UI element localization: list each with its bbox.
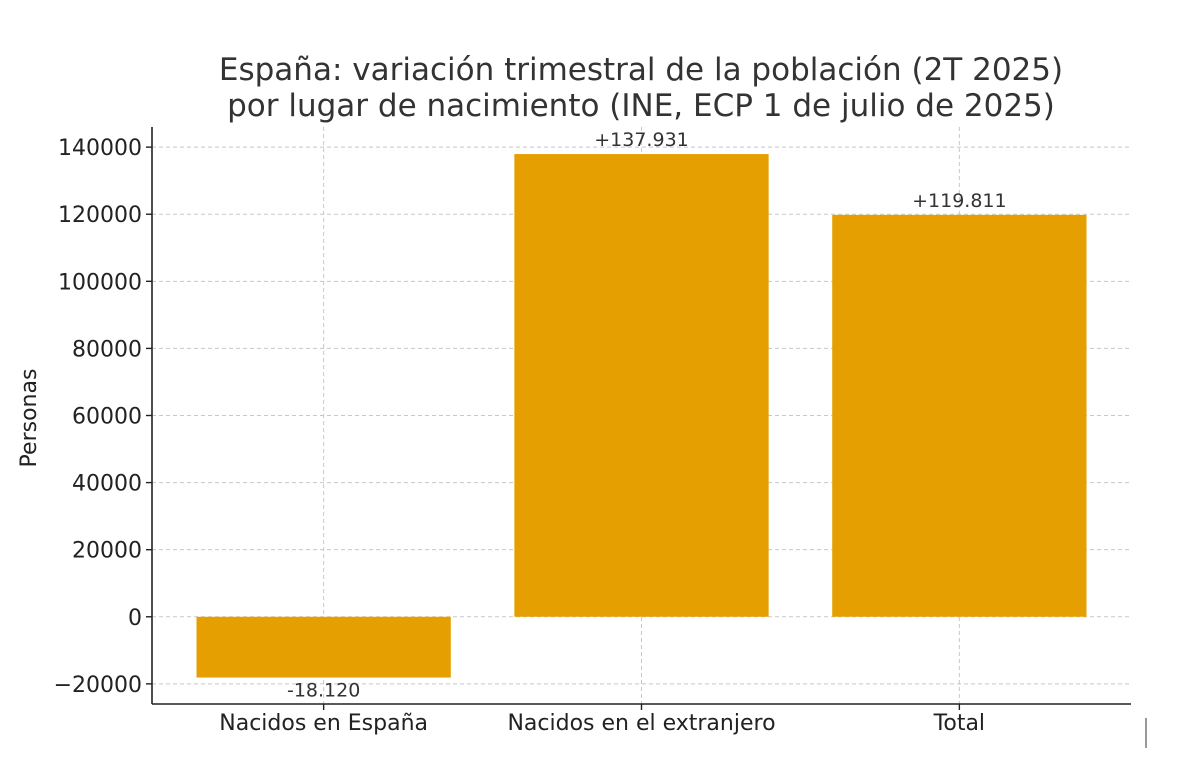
data-label: +137.931 (594, 129, 689, 151)
x-tick-label: Total (933, 711, 985, 736)
x-tick-label: Nacidos en España (219, 711, 428, 736)
y-tick-label: 40000 (72, 472, 142, 497)
y-axis-label: Personas (17, 369, 42, 468)
y-tick-label: 80000 (72, 337, 142, 362)
y-tick-label: 120000 (58, 203, 142, 228)
data-label: +119.811 (912, 190, 1007, 212)
y-tick-label: 0 (128, 606, 142, 631)
y-tick-label: 100000 (58, 270, 142, 295)
bar (514, 154, 769, 617)
bar (196, 616, 451, 678)
data-label: -18.120 (287, 680, 360, 702)
ticks: −20000 0 20000 40000 60000 80000 100000 120000 1… (54, 136, 985, 736)
data-labels: -18.120 +137.931 +119.811 (287, 129, 1007, 701)
bars (196, 154, 1087, 678)
chart-title-line-1: España: variación trimestral de la pobla… (219, 52, 1063, 88)
y-tick-label: 20000 (72, 539, 142, 564)
x-tick-label: Nacidos en el extranjero (507, 711, 775, 736)
chart-title-line-2: por lugar de nacimiento (INE, ECP 1 de j… (227, 88, 1055, 124)
y-tick-label: 60000 (72, 405, 142, 430)
y-tick-label: 140000 (58, 136, 142, 161)
y-tick-label: −20000 (54, 673, 142, 698)
bar (832, 214, 1087, 617)
